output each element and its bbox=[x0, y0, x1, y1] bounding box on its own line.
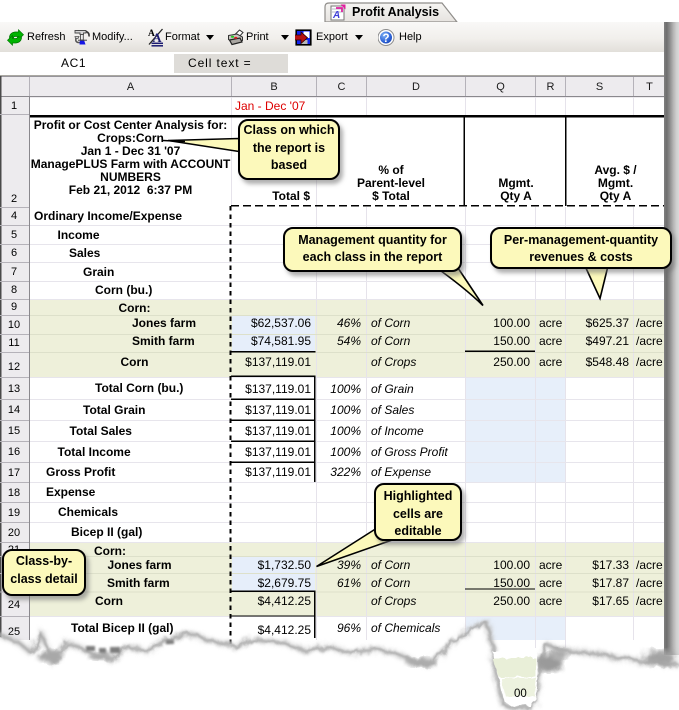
svg-text:?: ? bbox=[382, 33, 389, 45]
svg-text:00: 00 bbox=[514, 688, 527, 700]
svg-text:A: A bbox=[332, 10, 340, 21]
svg-text:A: A bbox=[153, 31, 162, 45]
svg-text:A: A bbox=[148, 29, 155, 39]
